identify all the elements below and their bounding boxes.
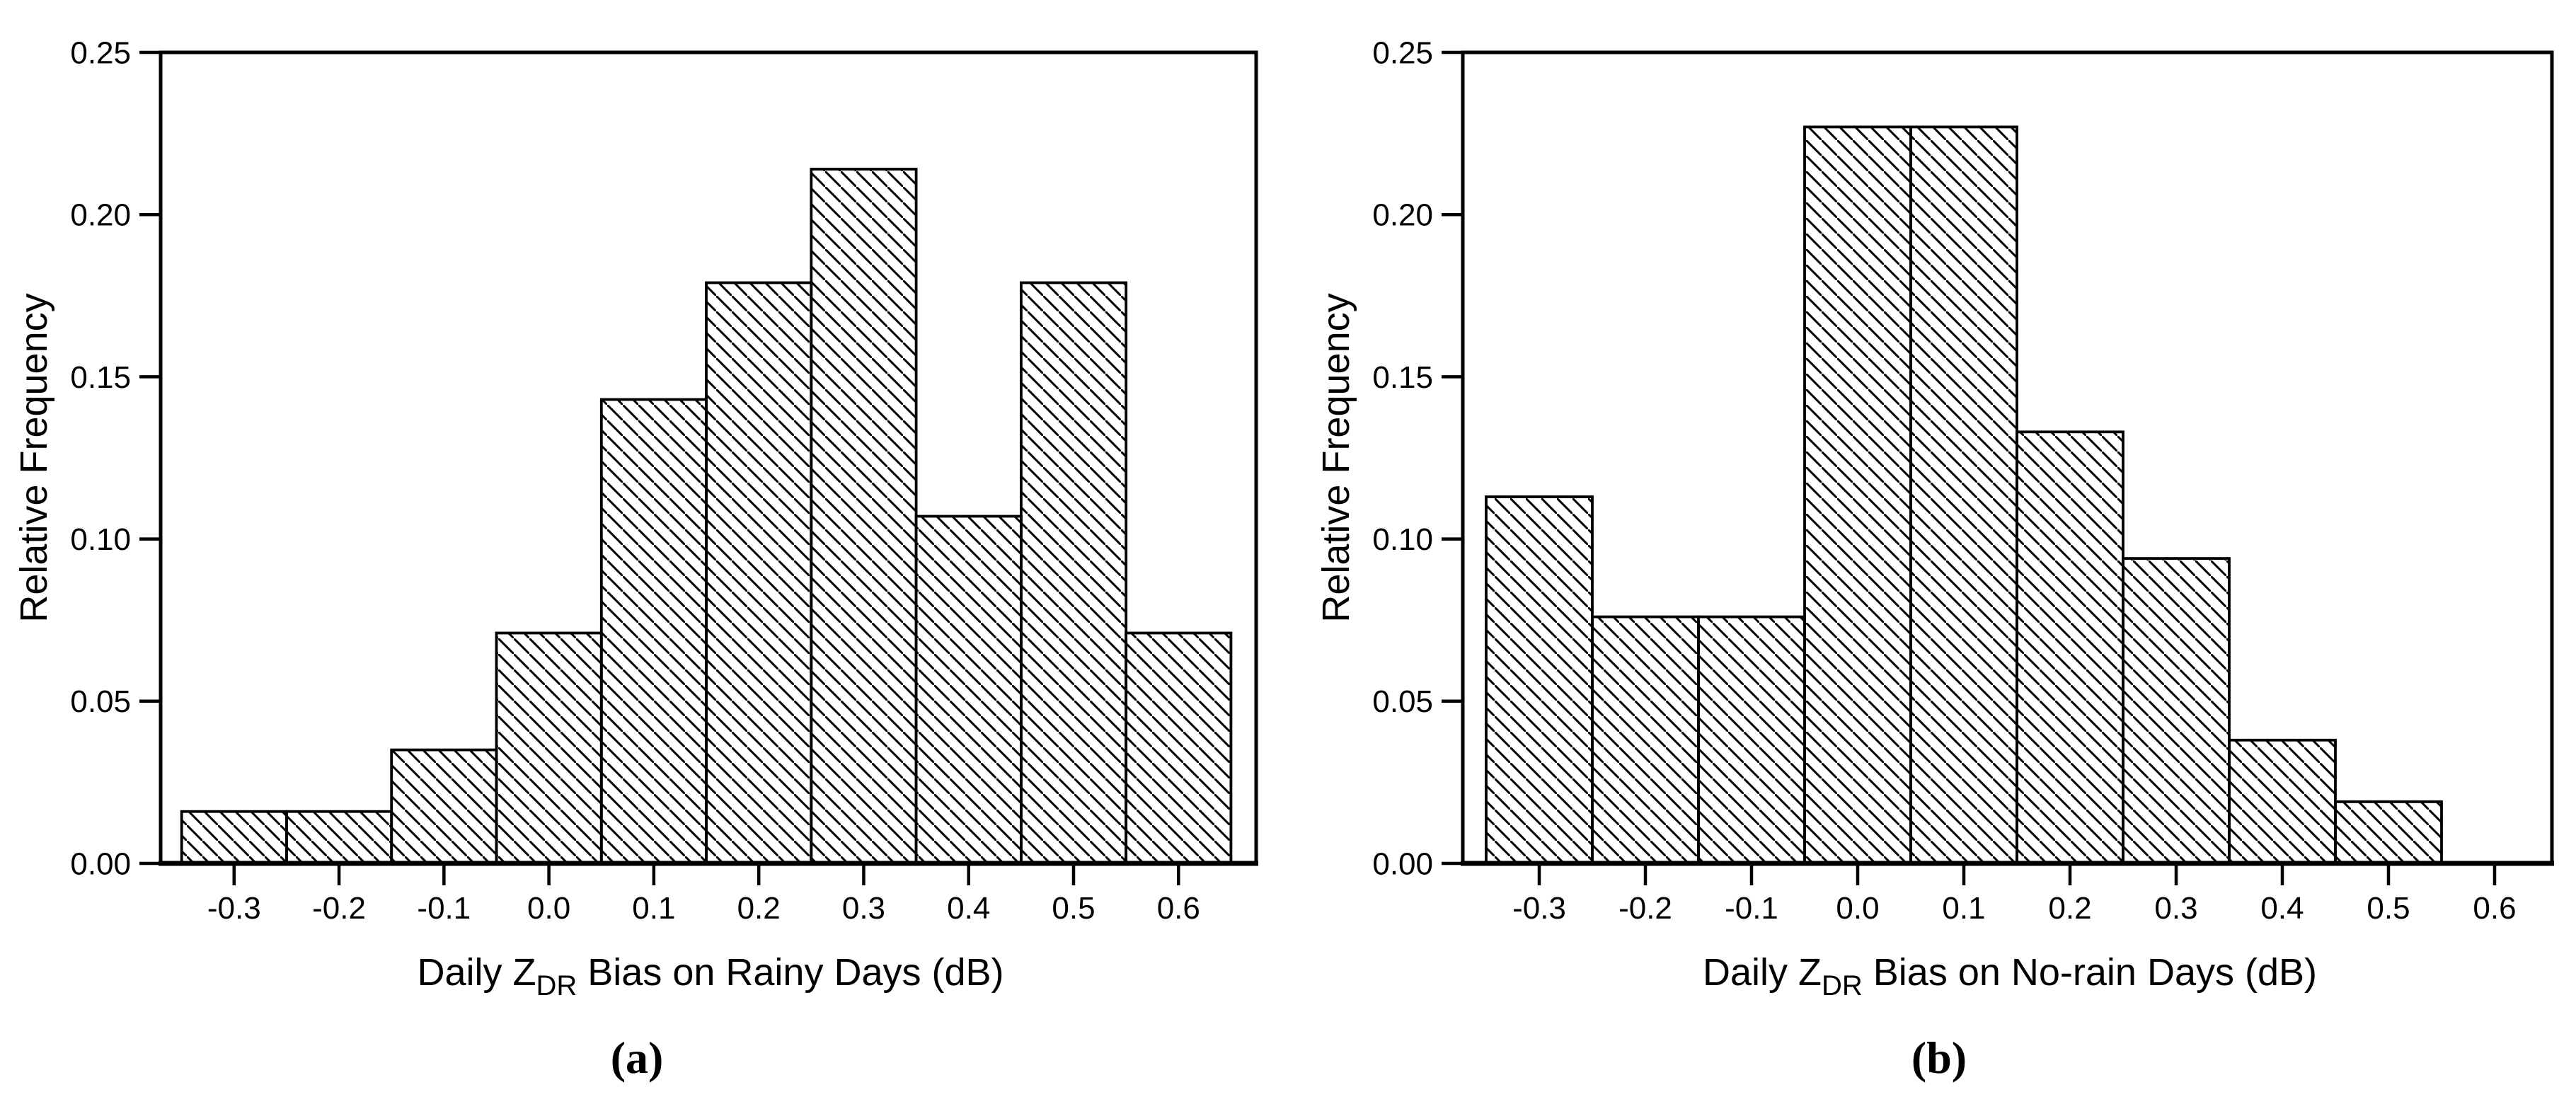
y-axis-tick-label: 0.00 [70,846,131,881]
histogram-bar [1125,631,1233,865]
histogram-bar [914,514,1023,865]
y-axis-tick-label: 0.10 [1372,522,1433,557]
histogram-bar [1485,495,1594,865]
x-axis-tick-label: -0.1 [417,891,471,926]
histogram-bar [1803,125,1912,865]
histogram-bar [705,281,813,865]
histogram-bar [390,748,498,865]
x-axis-title: Daily ZDR Bias on No-rain Days (dB) [1703,951,2317,1001]
histogram-bar [2334,800,2443,865]
y-axis-title: Relative Frequency [13,293,55,622]
x-axis-tick-label: 0.1 [632,891,675,926]
histogram-bar [284,810,393,865]
x-axis-tick-label: 0.5 [1052,891,1095,926]
histogram-bar [1591,615,1700,865]
x-axis-tick-label: -0.1 [1725,891,1778,926]
y-axis-tick-label: 0.20 [1372,198,1433,233]
x-axis-tick-label: -0.2 [312,891,366,926]
x-axis-tick-label: 0.3 [842,891,885,926]
x-axis-title: Daily ZDR Bias on Rainy Days (dB) [417,951,1004,1001]
panel-label: (b) [1911,1033,1967,1083]
histogram-bar [495,631,603,865]
histogram-bar [2122,557,2231,865]
x-axis-tick-label: 0.4 [2260,891,2304,926]
y-axis-tick-label: 0.20 [70,198,131,233]
panel-b: 0.00 0.05 0.10 0.15 0.20 0.25 -0.3 -0.2 -0.1 0.0 0… [1315,35,2554,1083]
x-axis-tick-label: -0.3 [207,891,261,926]
y-axis-tick-label: 0.15 [70,360,131,395]
histogram-bar [1020,281,1128,865]
histogram-bar [180,810,288,865]
x-axis-tick-label: 0.1 [1942,891,1985,926]
x-axis-tick-label: 0.0 [527,891,570,926]
x-axis-tick-label: 0.2 [2048,891,2091,926]
y-axis-tick-label: 0.05 [1372,684,1433,719]
x-axis-tick-label: 0.0 [1836,891,1879,926]
panel-a: 0.00 0.05 0.10 0.15 0.20 0.25 -0.3 -0.2 -0.1 0.0 0… [13,35,1258,1083]
y-axis-tick-label: 0.25 [1372,35,1433,70]
x-axis-tick-label: 0.2 [737,891,781,926]
y-axis-tick-label: 0.10 [70,522,131,557]
x-axis-tick-label: 0.6 [2473,891,2516,926]
histogram-bar [810,168,918,865]
y-axis-tick-label: 0.00 [1372,846,1433,881]
x-axis-tick-label: 0.4 [947,891,990,926]
x-axis-tick-label: -0.2 [1618,891,1672,926]
y-axis-tick-label: 0.25 [70,35,131,70]
x-axis-tick-label: 0.6 [1157,891,1200,926]
histogram-bar [2016,430,2124,865]
panel-label: (a) [611,1033,664,1083]
y-axis-tick-label: 0.05 [70,684,131,719]
y-axis-tick-label: 0.15 [1372,360,1433,395]
x-axis-tick-label: -0.3 [1512,891,1566,926]
histogram-bar [1909,125,2018,865]
y-axis-title: Relative Frequency [1315,293,1357,622]
histogram-bar [2228,738,2337,865]
x-axis-tick-label: 0.3 [2154,891,2197,926]
histogram-bar [599,398,708,865]
x-axis-tick-label: 0.5 [2367,891,2410,926]
histogram-bar [1697,615,1806,865]
